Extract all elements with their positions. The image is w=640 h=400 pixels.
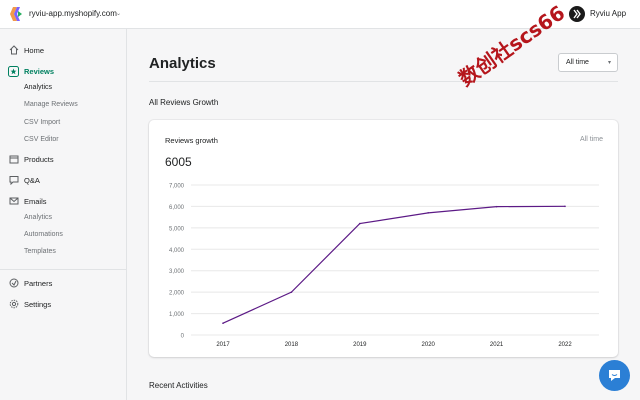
series-line xyxy=(222,205,566,324)
mail-icon xyxy=(8,196,19,207)
sidebar-subitem-manage-reviews[interactable]: Manage Reviews xyxy=(24,101,78,108)
sidebar: Home Reviews Analytics Manage Reviews CS… xyxy=(0,29,127,400)
y-tick-label: 2,000 xyxy=(169,291,185,297)
sidebar-item-label: Emails xyxy=(24,196,47,206)
sidebar-item-qa[interactable]: Q&A xyxy=(8,173,40,187)
x-tick-label: 2020 xyxy=(422,342,436,348)
sidebar-item-reviews[interactable]: Reviews xyxy=(8,64,54,78)
chat-bubble-icon xyxy=(8,175,19,186)
gear-icon xyxy=(8,299,19,310)
sidebar-item-label: Home xyxy=(24,45,45,55)
sidebar-item-emails[interactable]: Emails xyxy=(8,194,47,208)
y-tick-label: 4,000 xyxy=(169,248,185,254)
sidebar-divider xyxy=(0,269,127,270)
sidebar-item-home[interactable]: Home xyxy=(8,43,44,57)
x-tick-label: 2017 xyxy=(216,342,230,348)
top-bar: ryviu-app.myshopify.com ⌄ Ryviu App xyxy=(0,0,640,29)
sidebar-item-label: Partners xyxy=(24,278,53,288)
star-icon xyxy=(8,65,19,77)
sidebar-item-label: Q&A xyxy=(24,175,40,185)
reviews-growth-chart: 0 1,000 2,000 3,000 4,000 5,000 6,000 7,000 2017… xyxy=(169,184,599,348)
sidebar-subitem-automations[interactable]: Automations xyxy=(24,231,63,238)
page-title: Analytics xyxy=(149,55,216,72)
x-tick-label: 2019 xyxy=(353,342,367,348)
data-point xyxy=(222,322,224,325)
y-tick-label: 0 xyxy=(181,334,185,340)
y-tick-label: 1,000 xyxy=(169,312,185,318)
sidebar-subitem-email-analytics[interactable]: Analytics xyxy=(24,214,53,221)
reviews-total: 6005 xyxy=(165,155,192,169)
recent-activities-heading: Recent Activities xyxy=(149,381,208,390)
x-tick-label: 2018 xyxy=(285,342,299,348)
data-point xyxy=(427,212,430,214)
sidebar-item-label: Products xyxy=(24,154,54,164)
card-title: Reviews growth xyxy=(165,136,218,145)
app-avatar[interactable] xyxy=(569,6,585,22)
x-tick-label: 2021 xyxy=(490,342,504,348)
time-range-select[interactable]: All time ▾ xyxy=(558,53,618,72)
y-tick-label: 6,000 xyxy=(169,205,185,211)
sidebar-subitem-csv-import[interactable]: CSV Import xyxy=(24,119,61,126)
sidebar-subitem-templates[interactable]: Templates xyxy=(24,248,56,255)
sidebar-item-label: Reviews xyxy=(24,66,55,76)
y-tick-label: 3,000 xyxy=(169,269,185,275)
x-tick-label: 2022 xyxy=(558,342,572,348)
section-heading: All Reviews Growth xyxy=(149,98,219,107)
sidebar-item-partners[interactable]: Partners xyxy=(8,276,52,290)
chat-support-button[interactable] xyxy=(599,360,630,391)
store-switcher[interactable]: ryviu-app.myshopify.com xyxy=(29,9,117,18)
data-point xyxy=(564,205,566,208)
y-tick-label: 5,000 xyxy=(169,226,185,232)
time-range-value: All time xyxy=(566,59,589,66)
sidebar-item-label: Settings xyxy=(24,299,52,309)
y-tick-label: 7,000 xyxy=(169,184,185,190)
data-point xyxy=(290,291,293,293)
reviews-growth-card: Reviews growth All time 6005 0 1,000 2,000… xyxy=(149,120,618,357)
sidebar-item-settings[interactable]: Settings xyxy=(8,297,51,311)
data-point xyxy=(495,205,498,208)
sidebar-item-products[interactable]: Products xyxy=(8,152,54,166)
title-divider xyxy=(149,81,618,82)
select-caret-icon: ▾ xyxy=(607,60,611,66)
chevron-down-icon[interactable]: ⌄ xyxy=(116,11,122,17)
chat-icon xyxy=(609,370,620,381)
sidebar-subitem-csv-editor[interactable]: CSV Editor xyxy=(24,136,59,143)
card-range: All time xyxy=(580,136,603,143)
app-name[interactable]: Ryviu App xyxy=(590,9,627,18)
home-icon xyxy=(8,45,19,56)
shopify-logo-icon xyxy=(9,6,23,22)
partners-icon xyxy=(8,278,19,289)
data-point xyxy=(359,222,361,225)
sidebar-subitem-analytics[interactable]: Analytics xyxy=(24,84,53,91)
box-icon xyxy=(8,154,19,165)
